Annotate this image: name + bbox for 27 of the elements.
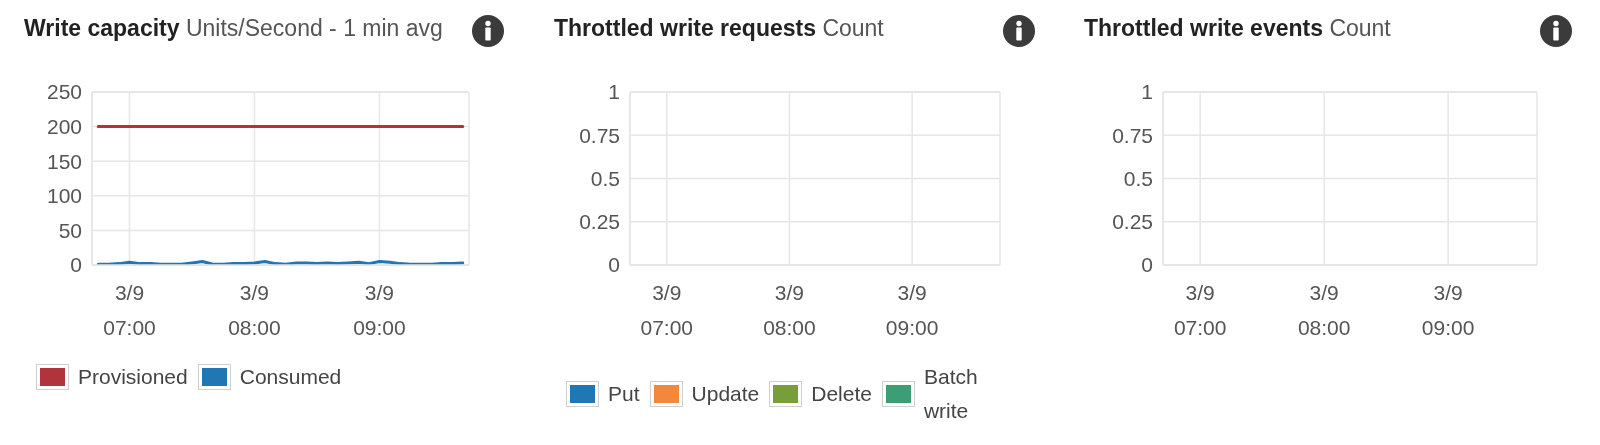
y-tick-label: 0.75 [579, 123, 620, 147]
y-tick-label: 0 [608, 253, 620, 277]
chart-title: Throttled write requests [554, 15, 816, 41]
y-tick-label: 150 [46, 149, 82, 173]
x-tick-label: 3/9 08:00 [763, 281, 816, 339]
legend-label: Put [608, 382, 640, 405]
legend-label: Delete [811, 382, 872, 405]
x-tick-label: 3/9 07:00 [640, 281, 694, 339]
x-tick-label: 3/9 08:00 [228, 281, 281, 339]
y-tick-label: 1 [608, 80, 620, 104]
y-tick-label: 200 [46, 115, 82, 139]
legend-label: Provisioned [78, 365, 188, 388]
y-tick-label: 0.25 [579, 210, 620, 234]
y-tick-label: 0 [70, 253, 82, 277]
y-tick-label: 0.5 [590, 166, 620, 190]
legend-label: Update [691, 382, 760, 405]
y-tick-label: 100 [46, 184, 82, 208]
x-tick-label: 3/9 09:00 [353, 281, 406, 339]
x-tick-label: 3/9 07:00 [103, 281, 156, 339]
chart-subtitle: Count [822, 15, 884, 41]
chart-subtitle: Units/Second - 1 min avg [185, 15, 443, 41]
x-tick-label: 3/9 09:00 [885, 281, 939, 339]
y-tick-label: 50 [58, 218, 82, 242]
chart-title: Write capacity [24, 15, 180, 41]
legend-label: Consumed [239, 365, 342, 388]
legend-label: Batch write [923, 365, 978, 422]
y-tick-label: 250 [46, 80, 82, 104]
